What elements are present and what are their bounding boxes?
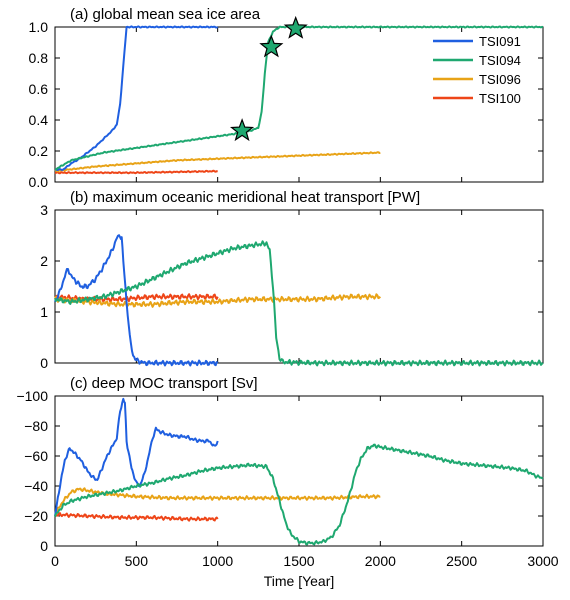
x-axis-title: Time [Year]	[264, 573, 335, 589]
series-line-tsi100	[54, 512, 219, 522]
y-tick-label: 0	[40, 355, 48, 371]
x-tick-label: 2500	[446, 553, 477, 569]
series-line-tsi094	[54, 240, 544, 367]
star-marker	[259, 34, 284, 58]
series-line-tsi096	[54, 293, 382, 308]
series-line-tsi091	[54, 397, 219, 517]
star-marker	[229, 118, 255, 142]
y-tick-label: −100	[16, 388, 48, 404]
y-tick-label: −80	[24, 418, 48, 434]
plot-frame	[54, 26, 544, 183]
series-line-tsi096	[54, 487, 381, 517]
series-line-tsi094	[54, 443, 544, 546]
y-tick-label: 1	[40, 304, 48, 320]
panel-title: (a) global mean sea ice area	[70, 6, 261, 23]
x-tick-label: 1000	[202, 553, 233, 569]
series-line-tsi100	[54, 169, 218, 175]
panel-2: 0 −20 −40 −60 −80 −100 0 500 1000 1500 2000 2500 300…	[16, 375, 558, 589]
star-marker	[283, 15, 308, 39]
panel-0: 0.0 0.2 0.4 0.6 0.8 1.0 (a) global mean sea ic…	[29, 6, 544, 190]
series-line-tsi091	[54, 234, 219, 367]
y-tick-label: 0	[40, 538, 48, 554]
series-line-tsi096	[54, 151, 381, 173]
legend-label: TSI091	[479, 34, 521, 49]
panel-1: 0 1 2 3 (b) maximum oceanic meridional heat …	[40, 189, 544, 371]
panel-title: (c) deep MOC transport [Sv]	[70, 375, 258, 392]
x-tick-label: 3000	[527, 553, 558, 569]
y-tick-label: 0.2	[29, 143, 49, 159]
y-tick-label: 0.0	[29, 174, 49, 190]
y-tick-label: 1.0	[29, 19, 49, 35]
series-line-tsi100	[54, 293, 219, 303]
legend-label: TSI100	[479, 91, 521, 106]
x-tick-label: 2000	[365, 553, 396, 569]
y-tick-label: 0.4	[29, 112, 49, 128]
x-tick-label: 0	[51, 553, 59, 569]
y-tick-label: 3	[40, 202, 48, 218]
y-tick-label: −40	[24, 478, 48, 494]
plot-frame	[54, 395, 544, 547]
y-tick-label: 2	[40, 253, 48, 269]
legend-label: TSI094	[479, 53, 521, 68]
series-line-tsi091	[54, 25, 219, 171]
legend-label: TSI096	[479, 72, 521, 87]
panel-title: (b) maximum oceanic meridional heat tran…	[70, 189, 420, 206]
y-tick-label: −60	[24, 448, 48, 464]
y-tick-label: 0.6	[29, 81, 49, 97]
x-tick-label: 500	[125, 553, 149, 569]
y-tick-label: 0.8	[29, 50, 49, 66]
x-tick-label: 1500	[283, 553, 314, 569]
y-tick-label: −20	[24, 508, 48, 524]
